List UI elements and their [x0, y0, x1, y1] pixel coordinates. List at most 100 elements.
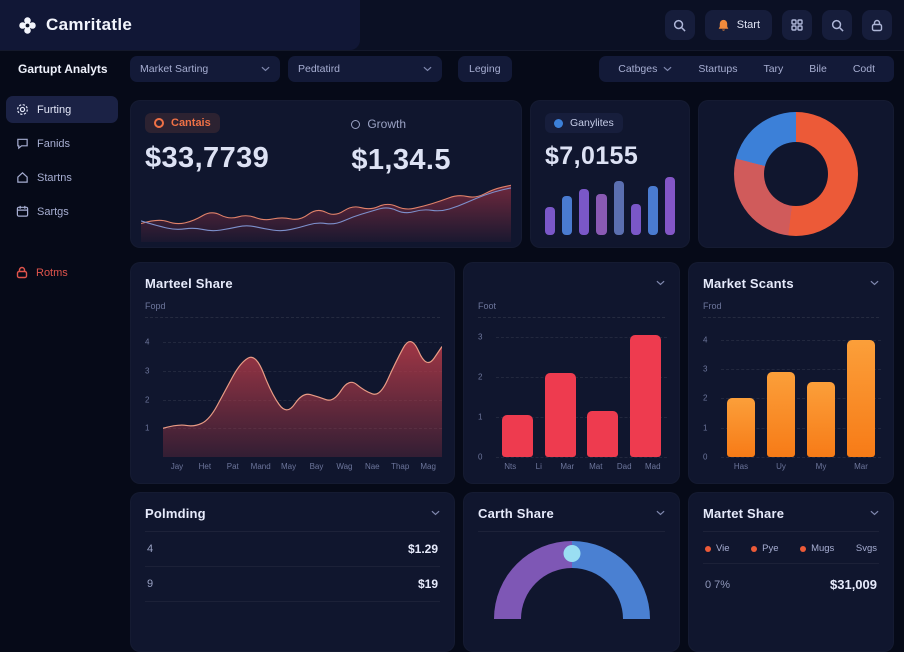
lock-icon [871, 19, 883, 32]
ganylites-value: $7,0155 [545, 142, 639, 170]
allocation-card [698, 100, 894, 248]
circle-icon [351, 119, 361, 129]
filter-tab-codt[interactable]: Codt [840, 63, 888, 75]
x-tick: May [281, 461, 297, 471]
y-tick: 0 [703, 452, 708, 462]
chevron-down-icon [423, 66, 432, 72]
cantais-metric: Cantais $33,7739 [145, 113, 351, 177]
sidebar-item-sartgs[interactable]: Sartgs [6, 198, 118, 225]
card-title: Martet Share [703, 505, 785, 521]
card-title: Carth Share [478, 505, 554, 521]
start-button[interactable]: Start [704, 10, 772, 40]
mini-bar [579, 188, 590, 235]
legend-item: Svgs [856, 543, 877, 554]
mini-bar [596, 193, 607, 235]
chevron-down-icon[interactable] [656, 510, 665, 516]
sidebar-item-furting[interactable]: Furting [6, 96, 118, 123]
mini-bar [647, 185, 658, 235]
filter-tab-group: Catbges Startups Tary Bile Codt [599, 56, 894, 82]
chevron-down-icon[interactable] [870, 510, 879, 516]
polmding-table: 4 $1.29 9 $19 [145, 532, 440, 602]
cantais-value: $33,7739 [145, 142, 270, 174]
row-label: 4 [147, 543, 154, 555]
x-tick: Li [535, 461, 542, 471]
chevron-down-icon[interactable] [870, 280, 879, 286]
main-content: Cantais $33,7739 Growth $1,34.5 [130, 100, 894, 652]
chevron-down-icon [663, 66, 672, 72]
plot-area [721, 325, 881, 457]
market-scants-chart: 4 3 2 1 0 Has Uy My Mar [703, 325, 881, 471]
sidebar-item-label: Rotms [36, 266, 68, 279]
bar [726, 398, 756, 457]
gridline [496, 457, 667, 458]
dot-icon [554, 118, 563, 128]
chevron-down-icon[interactable] [656, 280, 665, 286]
bar [501, 415, 533, 457]
card-title: Marteel Share [145, 275, 233, 291]
search-button-2[interactable] [822, 10, 852, 40]
search-button[interactable] [664, 10, 695, 40]
donut-chart [734, 112, 858, 236]
x-tick: Mand [250, 461, 271, 471]
carth-share-card: Carth Share [463, 492, 680, 652]
grid-icon [791, 19, 803, 31]
table-row[interactable]: 9 $19 [145, 567, 440, 602]
filter-tab-tary[interactable]: Tary [750, 63, 796, 75]
legend-label: Pye [762, 543, 779, 554]
lock-button[interactable] [862, 10, 892, 40]
y-tick: 2 [478, 372, 483, 382]
filter-tab-catbges[interactable]: Catbges [605, 63, 685, 75]
filter-tab-startups[interactable]: Startups [685, 63, 750, 75]
sidebar-item-label: Furting [37, 103, 72, 116]
x-tick: Uy [776, 461, 786, 471]
legend-dot-icon [751, 545, 758, 552]
sidebar-item-rotms[interactable]: Rotms [6, 259, 118, 286]
bar [630, 335, 661, 457]
martet-share-card: Martet Share Vie Pye Mugs Svgs 0 7% $31,009 [688, 492, 894, 652]
bar [846, 339, 876, 457]
gridline [496, 417, 667, 418]
table-row[interactable]: 4 $1.29 [145, 532, 440, 567]
donut-hole [764, 142, 828, 206]
marteel-share-card: Marteel Share Fopd 4 3 2 1 Jay Het Pat Mand May… [130, 262, 455, 484]
sidebar: Furting Fanids Startns Sartgs Rotms [0, 88, 124, 587]
row-value: $19 [417, 577, 438, 591]
legend-dot-icon [800, 545, 807, 552]
x-tick: Mad [644, 461, 661, 471]
x-tick: Wag [336, 461, 353, 471]
brand[interactable]: Camritatle [0, 0, 360, 50]
gridline [496, 337, 667, 338]
y-tick: 4 [145, 337, 150, 347]
apps-button[interactable] [782, 10, 812, 40]
gridline [721, 339, 881, 341]
tab-label: Tary [763, 63, 784, 75]
sidebar-item-startns[interactable]: Startns [6, 164, 118, 191]
sidebar-item-fanids[interactable]: Fanids [6, 130, 118, 157]
legend-dot-icon [705, 545, 711, 552]
bar-slot [761, 325, 801, 457]
x-tick: Bay [309, 461, 324, 471]
bar-slot [496, 325, 539, 457]
gridline [721, 457, 881, 458]
chevron-down-icon[interactable] [431, 510, 440, 516]
leging-button[interactable]: Leging [458, 56, 512, 82]
search-icon [831, 19, 844, 32]
kpi-head: Cantais $33,7739 Growth $1,34.5 [145, 113, 507, 177]
market-sarting-dropdown[interactable]: Market Sarting [130, 56, 280, 82]
y-tick: 2 [703, 393, 708, 403]
gauge-marker [563, 545, 580, 562]
y-tick: 1 [703, 423, 708, 433]
filter-tab-bile[interactable]: Bile [796, 63, 840, 75]
topbar-actions: Start [664, 10, 904, 40]
brand-name: Camritatle [46, 15, 133, 34]
martet-footer: 0 7% $31,009 [703, 577, 879, 592]
ganylites-card: Ganylites $7,0155 [530, 100, 690, 248]
kpi-trend-chart [141, 176, 511, 242]
plot-area [496, 325, 667, 457]
y-tick: 3 [478, 332, 483, 342]
x-tick: Het [198, 461, 212, 471]
logo-icon [18, 16, 37, 35]
charts-row: Marteel Share Fopd 4 3 2 1 Jay Het Pat Mand May… [130, 262, 894, 484]
y-tick: 3 [145, 366, 150, 376]
pedtatird-dropdown[interactable]: Pedtatird [288, 56, 442, 82]
